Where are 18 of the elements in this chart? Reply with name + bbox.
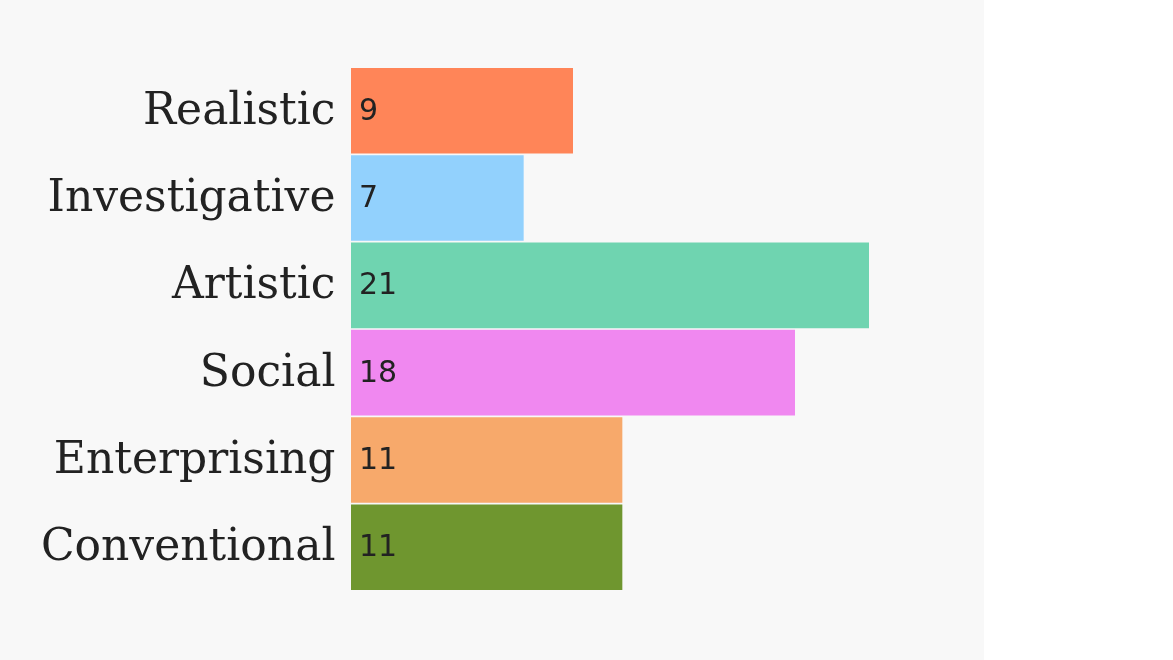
bar (351, 417, 623, 503)
data-label: 18 (359, 353, 398, 389)
y-tick-label: Conventional (40, 519, 336, 571)
bar (351, 155, 524, 241)
y-tick-label: Investigative (47, 170, 336, 222)
y-tick-label: Artistic (170, 257, 336, 309)
data-label: 9 (359, 91, 379, 127)
bar (351, 329, 795, 416)
data-label: 11 (359, 528, 398, 564)
bar (351, 504, 623, 590)
data-label: 21 (359, 266, 398, 302)
bar (351, 68, 573, 154)
bar (351, 242, 869, 329)
y-tick-label: Social (199, 344, 336, 396)
data-label: 7 (359, 179, 379, 215)
y-tick-label: Enterprising (53, 431, 336, 483)
y-tick-label: Realistic (142, 82, 336, 134)
data-label: 11 (359, 440, 398, 476)
